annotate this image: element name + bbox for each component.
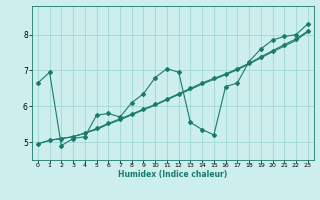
X-axis label: Humidex (Indice chaleur): Humidex (Indice chaleur)	[118, 170, 228, 179]
